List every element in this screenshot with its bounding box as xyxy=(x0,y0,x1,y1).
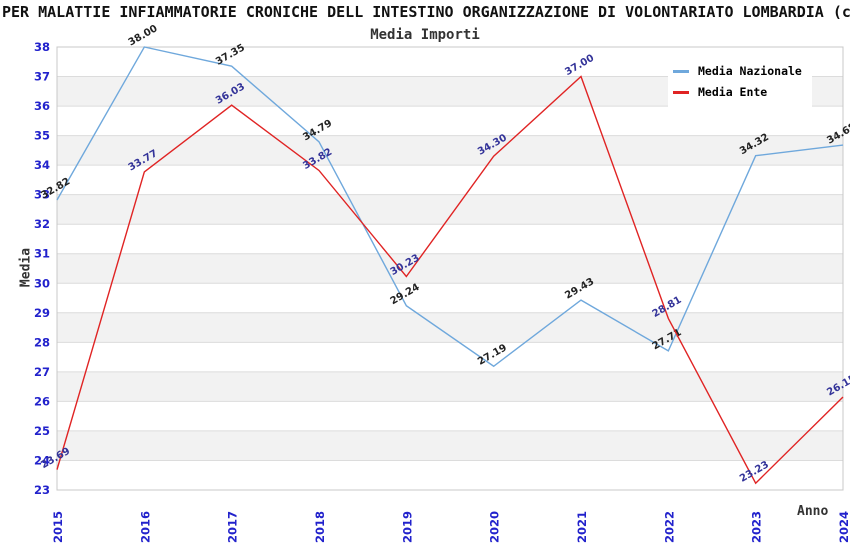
x-tick-label: 2018 xyxy=(313,511,327,543)
plot-band xyxy=(57,430,843,461)
plot-band xyxy=(57,283,843,313)
x-tick-label: 2023 xyxy=(750,511,764,543)
series-line-1 xyxy=(56,75,844,485)
plot-band xyxy=(57,312,843,343)
legend-item-media-ente: Media Ente xyxy=(673,85,802,99)
plot-band xyxy=(57,135,843,166)
series-line-0 xyxy=(56,46,844,368)
plot-band xyxy=(57,342,843,372)
y-tick-label: 23 xyxy=(34,483,50,497)
y-tick-label: 24 xyxy=(34,453,50,467)
y-tick-label: 26 xyxy=(34,394,50,408)
plot-frame xyxy=(56,46,844,491)
y-tick-label: 33 xyxy=(34,188,50,202)
x-tick-label: 2021 xyxy=(575,511,589,543)
x-axis-title: Anno xyxy=(797,504,829,519)
y-axis-title: Media xyxy=(18,247,34,288)
legend-swatch-media-nazionale xyxy=(673,69,689,73)
x-tick-label: 2017 xyxy=(226,511,240,543)
y-tick-label: 31 xyxy=(34,247,50,261)
x-tick-label: 2022 xyxy=(662,511,676,543)
plot-band xyxy=(57,401,843,431)
plot-band xyxy=(57,106,843,136)
y-tick-label: 30 xyxy=(34,276,50,290)
legend-label-media-nazionale: Media Nazionale xyxy=(698,64,802,78)
plot-band xyxy=(57,194,843,225)
plot-band xyxy=(57,224,843,254)
y-tick-label: 32 xyxy=(34,217,50,231)
x-tick-label: 2020 xyxy=(488,511,502,543)
x-tick-label: 2019 xyxy=(400,511,414,543)
y-tick-label: 35 xyxy=(34,129,50,143)
plot-band xyxy=(57,371,843,402)
legend-swatch-media-ente xyxy=(673,90,689,94)
plot-band xyxy=(57,460,843,490)
y-tick-label: 27 xyxy=(34,365,50,379)
y-tick-label: 38 xyxy=(34,40,50,54)
x-tick-label: 2016 xyxy=(138,511,152,543)
y-tick-label: 37 xyxy=(34,70,50,84)
point-label-0: 38.00 xyxy=(127,23,160,48)
legend-label-media-ente: Media Ente xyxy=(698,85,768,99)
plot-band xyxy=(57,253,843,284)
y-tick-label: 36 xyxy=(34,99,50,113)
x-tick-label: 2015 xyxy=(51,511,65,543)
legend: Media Nazionale Media Ente xyxy=(668,57,812,107)
y-tick-label: 28 xyxy=(34,335,50,349)
plot-band xyxy=(57,165,843,195)
legend-item-media-nazionale: Media Nazionale xyxy=(673,64,802,78)
y-tick-label: 34 xyxy=(34,158,50,172)
x-tick-label: 2024 xyxy=(837,511,850,543)
chart-subtitle: Media Importi xyxy=(370,27,480,43)
chart-title: PER MALATTIE INFIAMMATORIE CRONICHE DELL… xyxy=(2,3,850,21)
y-tick-label: 29 xyxy=(34,306,50,320)
y-tick-label: 25 xyxy=(34,424,50,438)
